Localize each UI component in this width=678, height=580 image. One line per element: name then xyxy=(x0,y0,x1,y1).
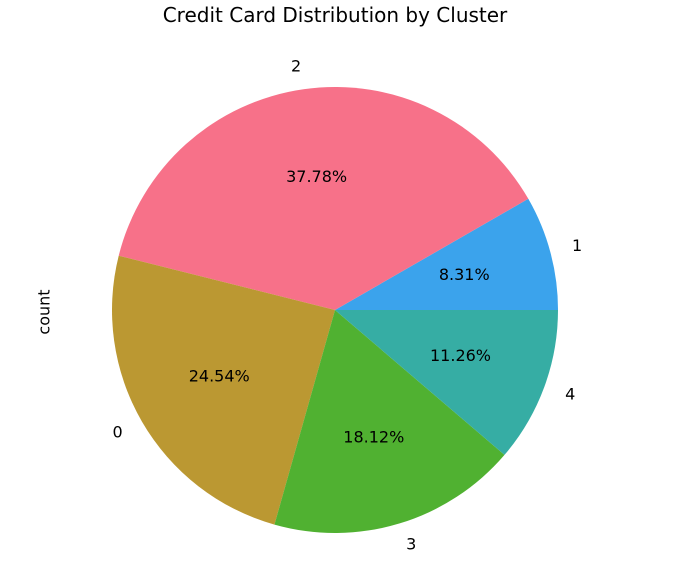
pie-percent-label-2: 37.78% xyxy=(286,167,347,186)
pie-slice-1 xyxy=(335,198,558,310)
chart-title: Credit Card Distribution by Cluster xyxy=(163,3,508,27)
pie-category-label-4: 4 xyxy=(565,384,575,403)
pie-slice-0 xyxy=(111,255,335,525)
pie-labels: 8.31% 1 37.78% 2 24.54% 0 18.12% 3 11.26% 4 xyxy=(113,57,583,554)
pie-category-label-3: 3 xyxy=(406,534,416,553)
pie-category-label-2: 2 xyxy=(291,57,301,76)
pie-slice-4 xyxy=(335,310,558,455)
pie-percent-label-4: 11.26% xyxy=(430,346,491,365)
pie-percent-label-3: 18.12% xyxy=(343,428,404,447)
pie-percent-label-0: 24.54% xyxy=(189,367,250,386)
pie-category-label-1: 1 xyxy=(572,236,582,255)
pie-slice-3 xyxy=(274,310,505,534)
pie-percent-label-1: 8.31% xyxy=(439,265,490,284)
pie-slices xyxy=(111,87,558,534)
pie-category-label-0: 0 xyxy=(113,422,123,441)
y-axis-label: count xyxy=(35,289,54,334)
pie-slice-2 xyxy=(118,87,529,310)
